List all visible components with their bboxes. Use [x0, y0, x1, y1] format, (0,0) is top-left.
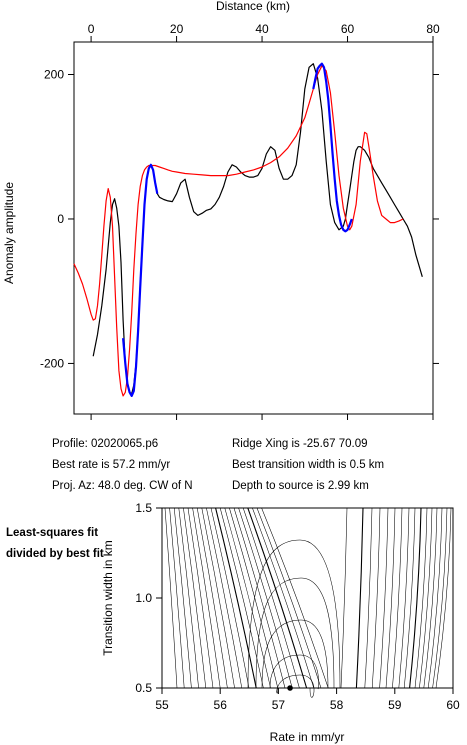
profile-x-tick-label: 20	[170, 22, 184, 36]
profile-x-tick-label: 80	[426, 22, 440, 36]
best-rate-label: Best rate is 57.2 mm/yr	[52, 459, 171, 471]
contour-line	[178, 507, 199, 689]
contour-line	[215, 507, 257, 689]
contour-line	[233, 507, 286, 689]
contour-line	[355, 507, 364, 689]
contour-line	[252, 507, 315, 689]
contour-axis-ticks: 55 56 57 58 59 60 0.5 1.0 1.5	[135, 501, 460, 712]
model-profile-line	[73, 65, 404, 397]
contour-line	[238, 507, 293, 689]
profile-plot-frame	[73, 41, 434, 415]
contour-line	[256, 507, 322, 689]
contour-line	[269, 654, 319, 689]
contour-line	[419, 507, 433, 689]
contour-x-tick-label: 60	[446, 698, 460, 712]
contour-x-tick-label: 55	[155, 698, 169, 712]
contour-plot-frame	[161, 507, 454, 689]
contour-line	[201, 507, 235, 689]
contour-line	[219, 507, 264, 689]
contour-line	[187, 507, 214, 689]
ridge-xing-label: Ridge Xing is -25.67 70.09	[232, 438, 368, 450]
contour-line	[385, 507, 396, 689]
contour-line	[409, 507, 422, 689]
profile-y-tick-label: 0	[57, 212, 64, 226]
contour-line	[169, 507, 185, 689]
profile-y-tick-label: 200	[44, 68, 64, 82]
fit-segment-line	[122, 163, 159, 397]
contour-line	[379, 507, 389, 689]
contour-line	[224, 507, 271, 689]
contour-x-tick-label: 59	[388, 698, 402, 712]
contour-line	[364, 507, 373, 689]
contour-line	[242, 507, 300, 689]
contour-line	[206, 507, 243, 689]
contour-line	[371, 507, 381, 689]
contour-line	[414, 507, 428, 689]
profile-x-tick-label: 40	[255, 22, 269, 36]
best-fit-point	[287, 685, 293, 691]
profile-y-tick-label: -200	[40, 356, 64, 370]
contour-line	[432, 507, 448, 689]
contour-lines	[164, 507, 452, 698]
contour-line	[423, 507, 438, 689]
contour-line	[398, 507, 410, 689]
contour-line	[340, 507, 348, 689]
contour-x-tick-label: 57	[272, 698, 286, 712]
profile-label: Profile: 02020065.p6	[52, 438, 159, 450]
contour-line	[247, 507, 308, 689]
contour-line	[247, 539, 341, 689]
fit-segment-line	[312, 62, 353, 233]
profile-x-tick-label: 0	[88, 22, 95, 36]
contour-line	[164, 507, 178, 689]
contour-line	[261, 507, 329, 689]
contour-note: Least-squares fit divided by best fit	[6, 527, 104, 560]
depth-label: Depth to source is 2.99 km	[232, 480, 369, 492]
contour-line	[276, 674, 315, 698]
contour-line	[183, 507, 207, 689]
profile-axis-ticks: 0 20 40 60 80 -200 0 200	[40, 22, 440, 420]
contour-line	[196, 507, 228, 689]
contour-line	[192, 507, 221, 689]
contour-line	[403, 507, 416, 689]
transition-width-label: Best transition width is 0.5 km	[232, 459, 385, 471]
contour-y-axis-title: Transition width in km	[101, 540, 115, 656]
contour-line	[210, 507, 250, 689]
profile-x-tick-label: 60	[341, 22, 355, 36]
contour-line	[173, 507, 192, 689]
profile-x-axis-title: Distance (km)	[216, 0, 290, 13]
contour-line	[392, 507, 403, 689]
contour-y-tick-label: 1.5	[135, 501, 152, 515]
contour-x-tick-label: 58	[330, 698, 344, 712]
contour-y-tick-label: 1.0	[135, 591, 152, 605]
proj-az-label: Proj. Az: 48.0 deg. CW of N	[52, 480, 193, 492]
contour-x-axis-title: Rate in mm/yr	[270, 730, 345, 744]
contour-y-tick-label: 0.5	[135, 681, 152, 695]
profile-series	[73, 62, 423, 397]
contour-line	[261, 619, 329, 689]
contour-x-tick-label: 56	[214, 698, 228, 712]
profile-y-axis-title: Anomaly amplitude	[2, 182, 16, 284]
contour-line	[255, 577, 335, 689]
contour-line	[435, 507, 452, 689]
contour-line	[229, 507, 279, 689]
contour-line	[427, 507, 443, 689]
